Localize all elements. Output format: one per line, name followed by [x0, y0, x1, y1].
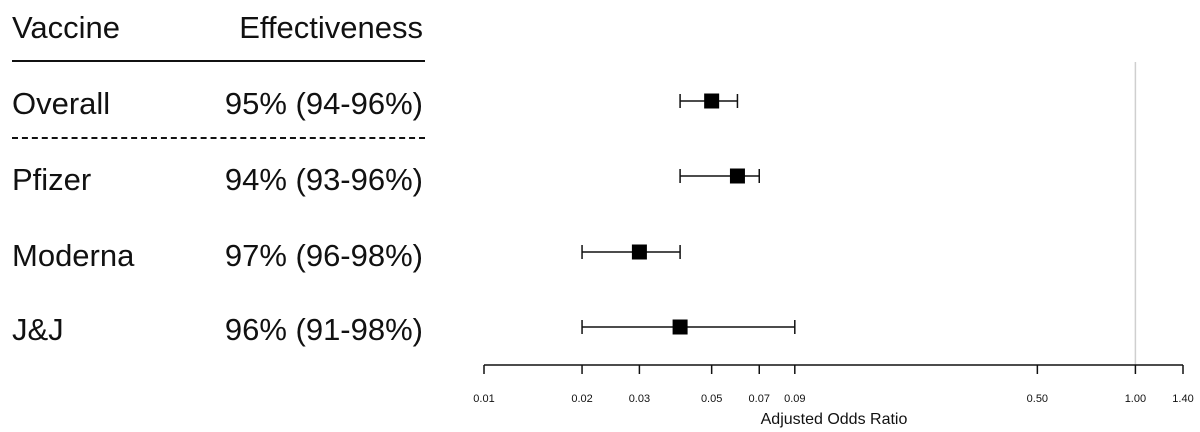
- x-tick-label: 1.00: [1125, 393, 1146, 405]
- row-effectiveness-moderna: 97% (96-98%): [224, 238, 423, 273]
- point-estimate-overall: [704, 93, 720, 109]
- x-tick-label: 0.01: [473, 393, 494, 405]
- x-tick-label: 1.40: [1172, 393, 1193, 405]
- effectiveness-column-header: Effectiveness: [239, 10, 423, 45]
- x-tick-label: 0.05: [701, 393, 722, 405]
- point-estimate-j-j: [672, 319, 688, 335]
- x-tick-label: 0.03: [629, 393, 650, 405]
- point-estimate-moderna: [631, 244, 647, 260]
- row-label-pfizer: Pfizer: [12, 162, 92, 197]
- x-tick-label: 0.09: [784, 393, 805, 405]
- x-tick-label: 0.07: [749, 393, 770, 405]
- vaccine-column-header: Vaccine: [12, 10, 120, 45]
- row-label-moderna: Moderna: [12, 238, 135, 273]
- x-axis-title: Adjusted Odds Ratio: [761, 411, 908, 428]
- x-tick-label: 0.50: [1027, 393, 1048, 405]
- header-rule: [12, 60, 425, 62]
- row-effectiveness-pfizer: 94% (93-96%): [224, 162, 423, 197]
- row-effectiveness-jj: 96% (91-98%): [224, 312, 423, 347]
- row-effectiveness-overall: 95% (94-96%): [224, 86, 423, 121]
- point-estimate-pfizer: [729, 168, 745, 184]
- row-label-overall: Overall: [12, 86, 111, 121]
- x-tick-label: 0.02: [571, 393, 592, 405]
- overall-separator-rule: [12, 137, 425, 139]
- row-label-jj: J&J: [12, 312, 64, 347]
